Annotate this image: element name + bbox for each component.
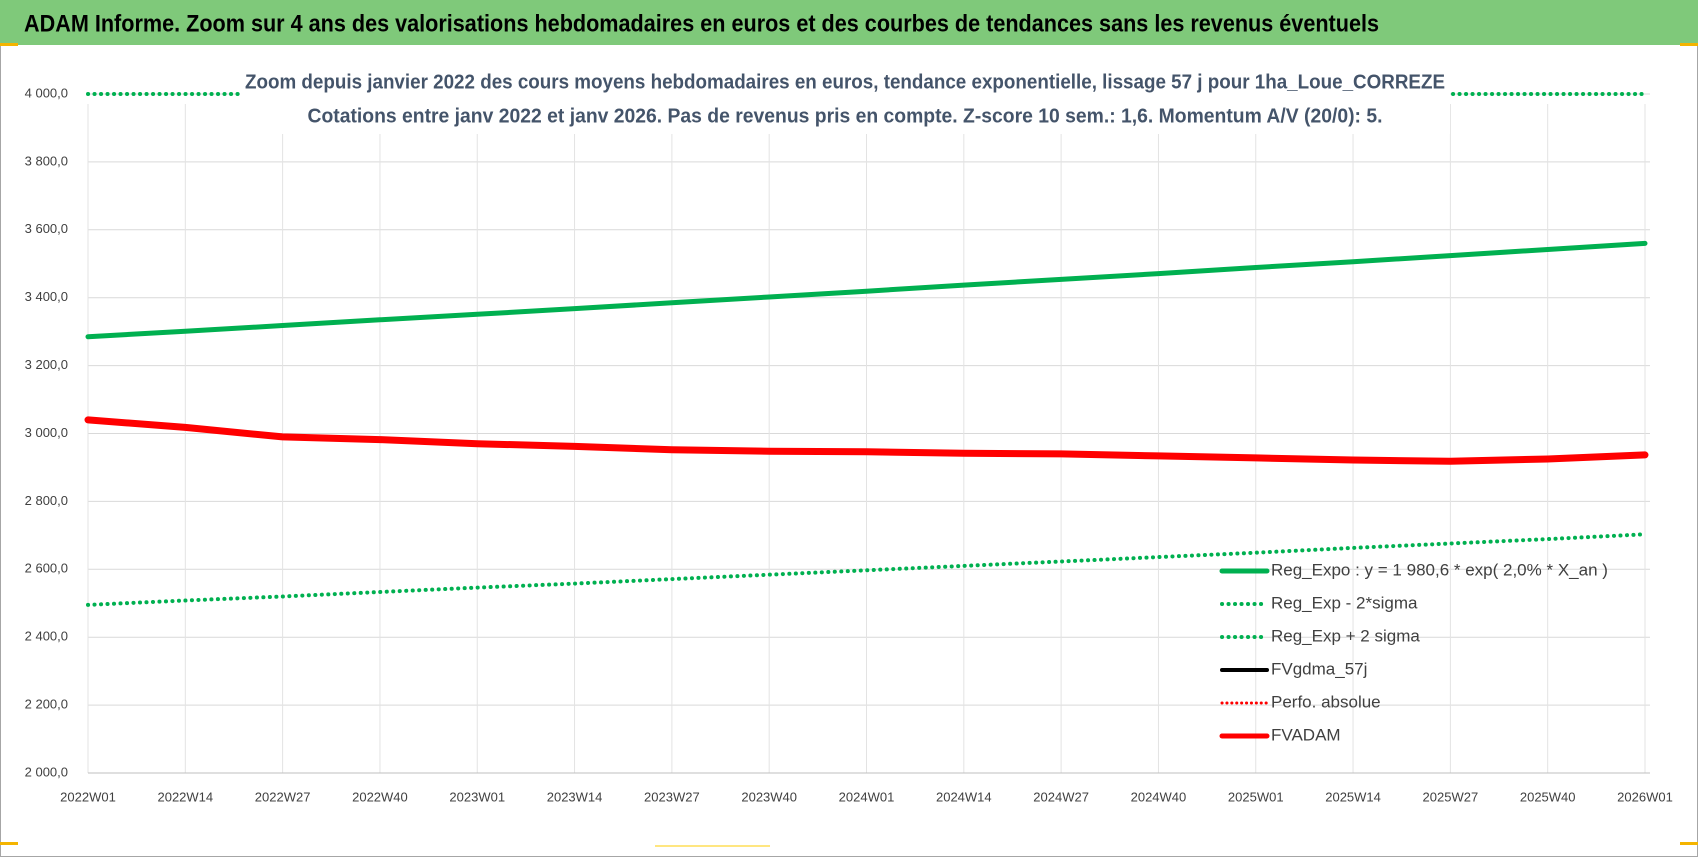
subtitle: Cotations entre janv 2022 et janv 2026. … bbox=[308, 105, 1383, 127]
series-line bbox=[85, 240, 1648, 340]
x-tick-label: 2022W40 bbox=[352, 789, 408, 804]
legend: Reg_Expo : y = 1 980,6 * exp( 2,0% * X_a… bbox=[1219, 560, 1608, 744]
x-tick-label: 2023W27 bbox=[644, 789, 700, 804]
subtitle-box bbox=[240, 62, 1450, 134]
y-tick-label: 3 400,0 bbox=[25, 289, 68, 304]
legend-label: FVgdma_57j bbox=[1271, 659, 1367, 678]
y-tick-label: 4 000,0 bbox=[25, 85, 68, 100]
x-tick-label: 2024W40 bbox=[1131, 789, 1187, 804]
corner-mark bbox=[1680, 842, 1698, 845]
x-tick-label: 2023W40 bbox=[741, 789, 797, 804]
y-tick-label: 2 200,0 bbox=[25, 697, 68, 712]
y-tick-label: 2 600,0 bbox=[25, 561, 68, 576]
legend-label: Reg_Expo : y = 1 980,6 * exp( 2,0% * X_a… bbox=[1271, 560, 1608, 579]
y-tick-label: 2 800,0 bbox=[25, 493, 68, 508]
y-tick-label: 3 200,0 bbox=[25, 357, 68, 372]
x-tick-label: 2023W14 bbox=[547, 789, 603, 804]
x-tick-label: 2023W01 bbox=[449, 789, 505, 804]
x-tick-label: 2024W14 bbox=[936, 789, 992, 804]
x-tick-label: 2026W01 bbox=[1617, 789, 1673, 804]
corner-mark bbox=[1680, 43, 1698, 46]
legend-label: Reg_Exp - 2*sigma bbox=[1271, 593, 1418, 612]
x-tick-label: 2025W40 bbox=[1520, 789, 1576, 804]
y-tick-label: 3 600,0 bbox=[25, 221, 68, 236]
corner-mark bbox=[0, 842, 18, 845]
x-tick-label: 2025W01 bbox=[1228, 789, 1284, 804]
x-tick-label: 2022W01 bbox=[60, 789, 116, 804]
x-tick-label: 2025W27 bbox=[1423, 789, 1479, 804]
series-line bbox=[86, 532, 1647, 607]
y-tick-label: 2 400,0 bbox=[25, 629, 68, 644]
y-tick-label: 3 000,0 bbox=[25, 425, 68, 440]
x-tick-label: 2025W14 bbox=[1325, 789, 1381, 804]
y-tick-label: 2 000,0 bbox=[25, 764, 68, 779]
y-tick-label: 3 800,0 bbox=[25, 153, 68, 168]
subtitle: Zoom depuis janvier 2022 des cours moyen… bbox=[245, 71, 1445, 93]
x-tick-label: 2022W27 bbox=[255, 789, 311, 804]
corner-mark bbox=[0, 43, 18, 46]
header-bar bbox=[0, 0, 1698, 45]
series-line bbox=[84, 416, 1649, 465]
legend-label: Perfo. absolue bbox=[1271, 692, 1381, 711]
x-tick-label: 2022W14 bbox=[157, 789, 213, 804]
corner-mark bbox=[655, 845, 770, 847]
chart-title: ADAM Informe. Zoom sur 4 ans des valoris… bbox=[24, 10, 1379, 37]
plot-area: 2 000,0 2 200,0 2 400,0 2 600,0 2 800,0 3 000… bbox=[25, 85, 1673, 804]
x-tick-label: 2024W27 bbox=[1033, 789, 1089, 804]
legend-label: Reg_Exp + 2 sigma bbox=[1271, 626, 1420, 645]
legend-label: FVADAM bbox=[1271, 725, 1341, 744]
x-tick-label: 2024W01 bbox=[839, 789, 895, 804]
